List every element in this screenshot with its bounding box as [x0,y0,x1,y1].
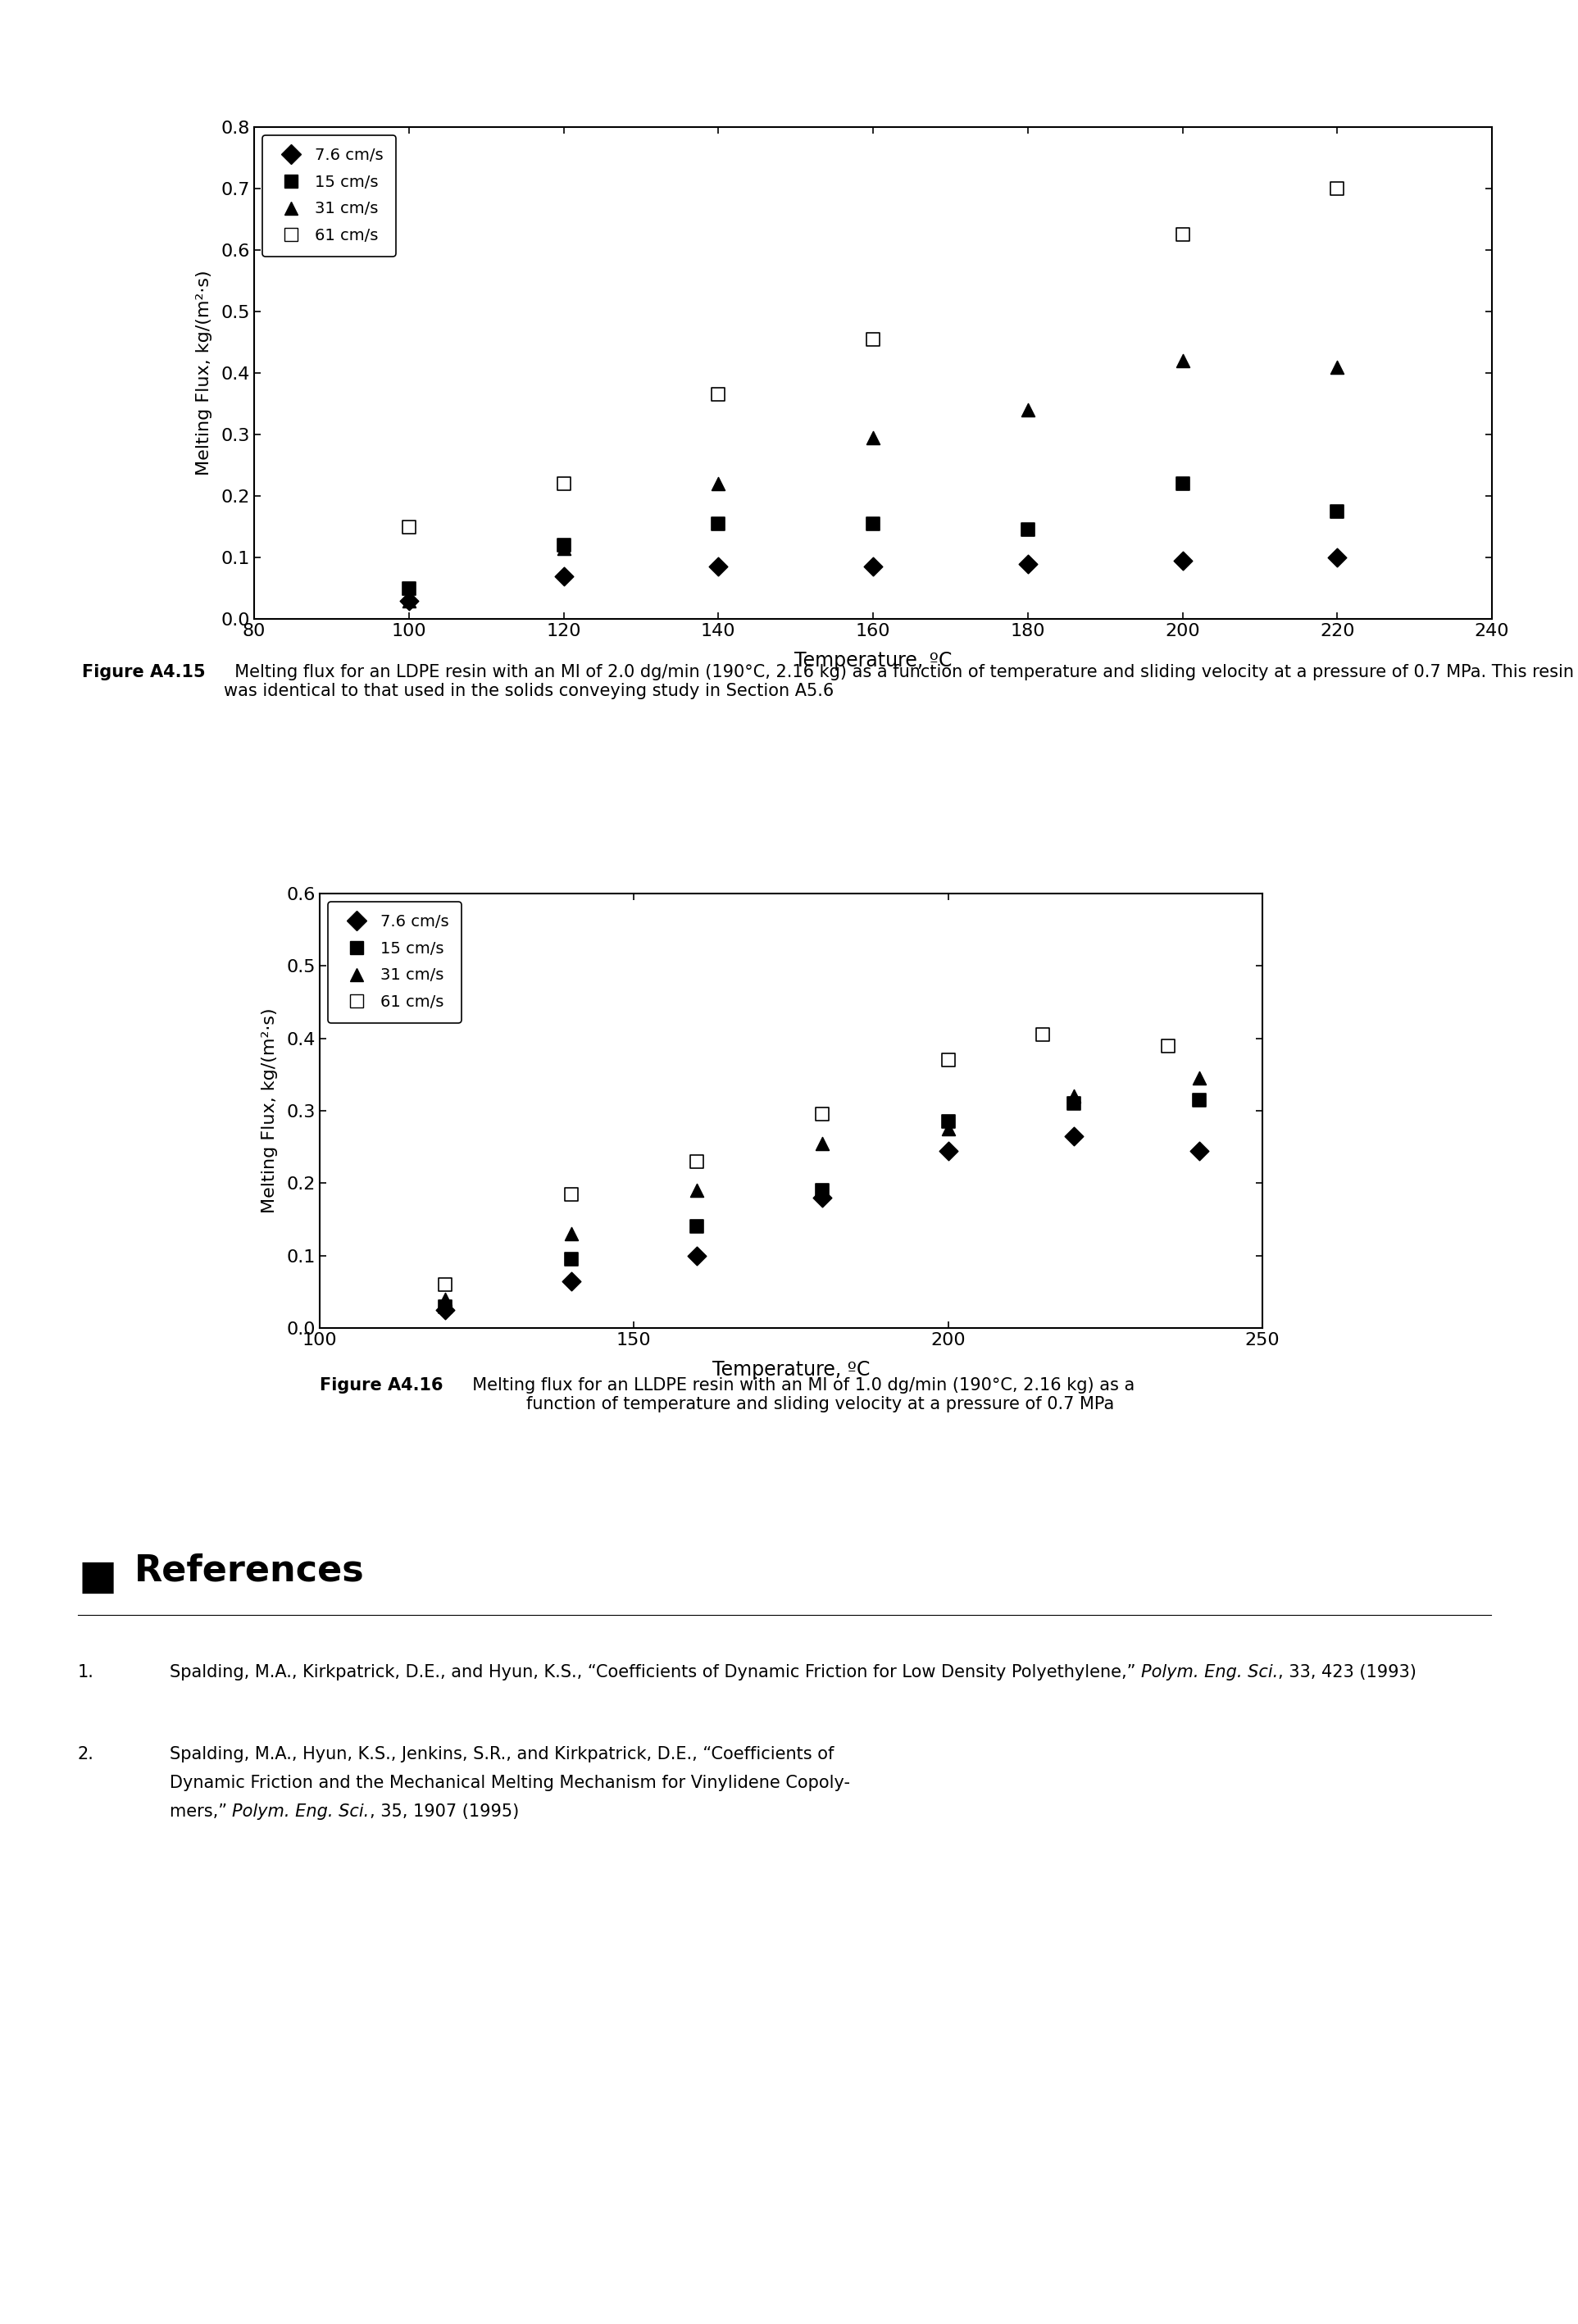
Point [396,581,421,618]
Point [1062,1078,1087,1116]
Text: Dynamic Friction and the Mechanical Melting Mechanism for Vinylidene Copoly-: Dynamic Friction and the Mechanical Melt… [169,1776,851,1792]
Text: References: References [134,1552,365,1587]
Text: Melting flux for an LLDPE resin with an MI of 1.0 dg/min (190°C, 2.16 kg) as a
 : Melting flux for an LLDPE resin with an … [462,1378,1135,1413]
Point [1324,349,1349,386]
Legend: 7.6 cm/s, 15 cm/s, 31 cm/s, 61 cm/s: 7.6 cm/s, 15 cm/s, 31 cm/s, 61 cm/s [262,135,396,256]
Point [559,1262,584,1299]
Point [1030,1016,1056,1053]
Point [936,1111,961,1148]
Point [810,1178,835,1215]
Point [1187,1060,1212,1097]
Point [810,1097,835,1134]
Text: 702: 702 [50,28,96,49]
Point [1187,1132,1212,1169]
Point [551,530,576,567]
Text: 2.: 2. [77,1745,95,1762]
Point [936,1041,961,1078]
Legend: 7.6 cm/s, 15 cm/s, 31 cm/s, 61 cm/s: 7.6 cm/s, 15 cm/s, 31 cm/s, 61 cm/s [328,902,462,1023]
Point [860,548,885,586]
Point [1015,546,1040,583]
Point [810,1171,835,1208]
Point [432,1281,458,1318]
X-axis label: Temperature, ºC: Temperature, ºC [794,651,952,669]
Point [1169,541,1195,579]
Point [396,509,421,546]
Point [551,558,576,595]
Point [1062,1085,1087,1122]
Point [432,1292,458,1329]
Y-axis label: Melting Flux, kg/(m²·s): Melting Flux, kg/(m²·s) [260,1009,278,1213]
Text: 1.: 1. [77,1664,95,1680]
Point [1169,465,1195,502]
Point [1324,539,1349,576]
Point [1187,1081,1212,1118]
Text: mers,”: mers,” [169,1803,232,1820]
Text: Polym. Eng. Sci.: Polym. Eng. Sci. [232,1803,369,1820]
Point [551,528,576,565]
Point [705,376,731,414]
Point [705,548,731,586]
Point [1155,1027,1180,1064]
Text: Spalding, M.A., Kirkpatrick, D.E., and Hyun, K.S., “Coefficients of Dynamic Fric: Spalding, M.A., Kirkpatrick, D.E., and H… [169,1664,1141,1680]
Text: Spalding, M.A., Hyun, K.S., Jenkins, S.R., and Kirkpatrick, D.E., “Coefficients : Spalding, M.A., Hyun, K.S., Jenkins, S.R… [169,1745,833,1762]
Point [432,1287,458,1325]
Point [1324,170,1349,207]
Text: Polym. Eng. Sci.: Polym. Eng. Sci. [1141,1664,1278,1680]
Point [1324,493,1349,530]
Point [810,1125,835,1162]
Point [396,569,421,607]
Text: ■: ■ [77,1557,117,1597]
Point [936,1132,961,1169]
Point [685,1171,710,1208]
Point [559,1241,584,1278]
Point [860,321,885,358]
Point [1015,390,1040,428]
Text: Figure A4.15: Figure A4.15 [82,665,205,681]
Text: Appendix A4  Shear Stress at a Sliding Interface and Melting Fluxes for Select R: Appendix A4 Shear Stress at a Sliding In… [166,28,1206,49]
Text: , 35, 1907 (1995): , 35, 1907 (1995) [369,1803,519,1820]
Point [685,1208,710,1246]
Point [705,465,731,502]
Point [432,1267,458,1304]
Point [1015,511,1040,548]
Text: Melting flux for an LDPE resin with an MI of 2.0 dg/min (190°C, 2.16 kg) as a fu: Melting flux for an LDPE resin with an M… [224,665,1575,700]
Text: Figure A4.16: Figure A4.16 [320,1378,443,1394]
Point [1169,216,1195,253]
Point [685,1236,710,1274]
Point [936,1104,961,1141]
Point [860,418,885,456]
Point [559,1176,584,1213]
Point [685,1143,710,1181]
Y-axis label: Melting Flux, kg/(m²·s): Melting Flux, kg/(m²·s) [196,270,211,476]
Point [1169,342,1195,379]
Point [551,465,576,502]
X-axis label: Temperature, ºC: Temperature, ºC [712,1360,869,1380]
Point [705,504,731,541]
Point [860,504,885,541]
Text: , 33, 423 (1993): , 33, 423 (1993) [1278,1664,1417,1680]
Point [559,1215,584,1253]
Point [396,581,421,618]
Point [1062,1118,1087,1155]
